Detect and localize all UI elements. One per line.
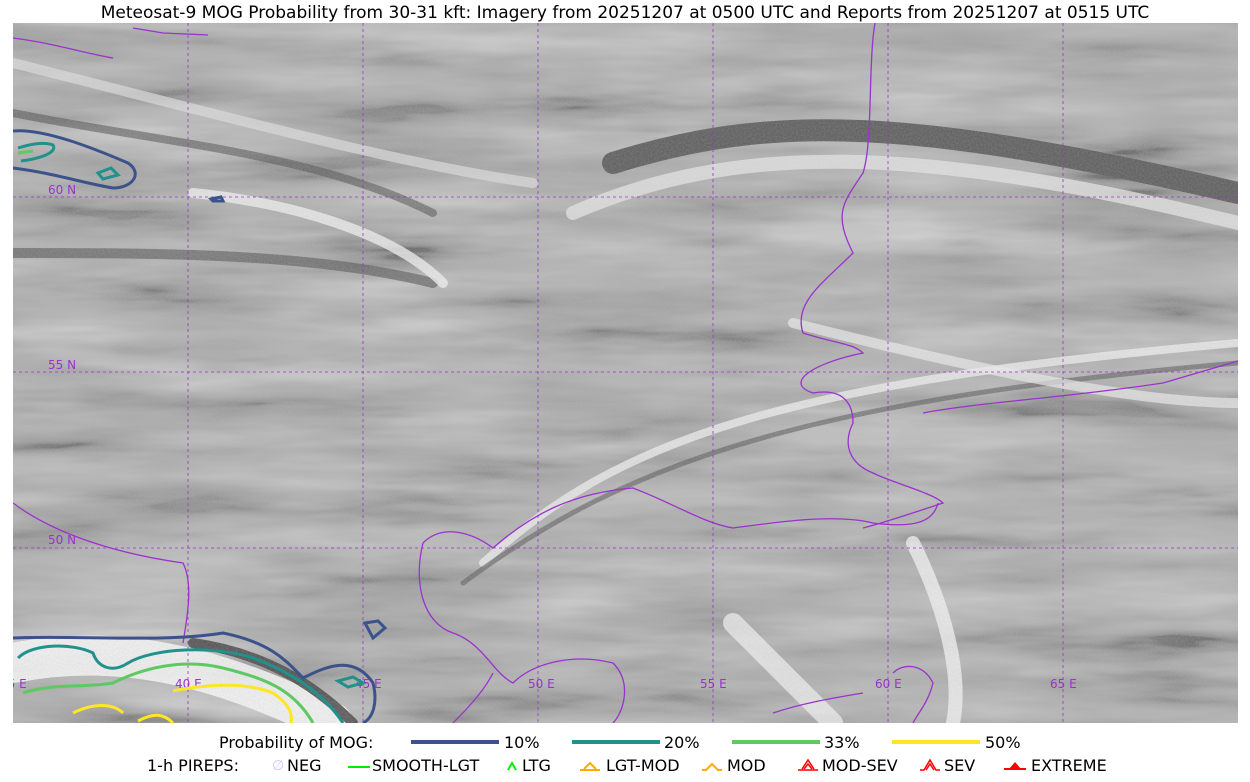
- contour-10pct: [13, 631, 377, 723]
- pirep-label-mod-sev: MOD-SEV: [822, 756, 898, 775]
- contour-10pct: [207, 195, 226, 203]
- prob-legend-title: Probability of MOG:: [219, 733, 374, 752]
- imagery-grain: [13, 23, 1238, 723]
- legend-label-33pct: 33%: [824, 733, 860, 752]
- lat-label: 50 N: [48, 533, 76, 547]
- contour-33pct: [17, 149, 34, 155]
- legend-label-50pct: 50%: [985, 733, 1021, 752]
- ltg-caret-icon: [507, 760, 517, 771]
- chart-title: Meteosat-9 MOG Probability from 30-31 kf…: [100, 3, 1150, 23]
- pirep-label-ltg: LTG: [522, 756, 551, 775]
- lgt-mod-icon: [580, 761, 600, 771]
- contour-33pct: [22, 662, 315, 723]
- pirep-label-lgt-mod: LGT-MOD: [606, 756, 680, 775]
- mog-contours: [13, 129, 388, 723]
- lon-label: 55 E: [700, 677, 727, 691]
- pirep-label-extreme: EXTREME: [1031, 756, 1107, 775]
- contour-50pct: [72, 683, 293, 723]
- lat-label: 55 N: [48, 358, 76, 372]
- contour-20pct: [334, 675, 367, 689]
- lon-label: 65 E: [1050, 677, 1077, 691]
- smooth-lgt-line-icon: [348, 766, 370, 768]
- lon-label: 60 E: [875, 677, 902, 691]
- legend-label-10pct: 10%: [504, 733, 540, 752]
- legend-swatch-50pct: [892, 740, 980, 744]
- lat-label: 60 N: [48, 183, 76, 197]
- legend-label-20pct: 20%: [664, 733, 700, 752]
- legend-swatch-10pct: [411, 740, 499, 744]
- sev-icon: [920, 758, 940, 771]
- pirep-label-neg: NEG: [287, 756, 322, 775]
- lat-lon-grid: [13, 23, 1238, 723]
- contour-20pct: [17, 141, 121, 181]
- lon-label: 35 E: [13, 677, 27, 691]
- pirep-label-smooth-lgt: SMOOTH-LGT: [372, 756, 480, 775]
- mod-caret-icon: [702, 762, 722, 771]
- satellite-map: 60 N 55 N 50 N 35 E 40 E 45 E 50 E 55 E …: [13, 23, 1238, 723]
- contour-10pct: [13, 129, 137, 190]
- coastlines: [13, 23, 1238, 723]
- legend-swatch-20pct: [572, 740, 660, 744]
- pirep-legend-title: 1-h PIREPS:: [147, 756, 239, 775]
- lon-label: 50 E: [528, 677, 555, 691]
- extreme-triangle-icon: [1004, 762, 1026, 770]
- pirep-label-sev: SEV: [944, 756, 976, 775]
- contour-10pct: [362, 619, 388, 641]
- neg-icon: ∅: [272, 758, 285, 774]
- contour-20pct: [16, 644, 345, 723]
- mod-sev-icon: [798, 758, 818, 771]
- pirep-label-mod: MOD: [727, 756, 766, 775]
- legend-swatch-33pct: [732, 740, 820, 744]
